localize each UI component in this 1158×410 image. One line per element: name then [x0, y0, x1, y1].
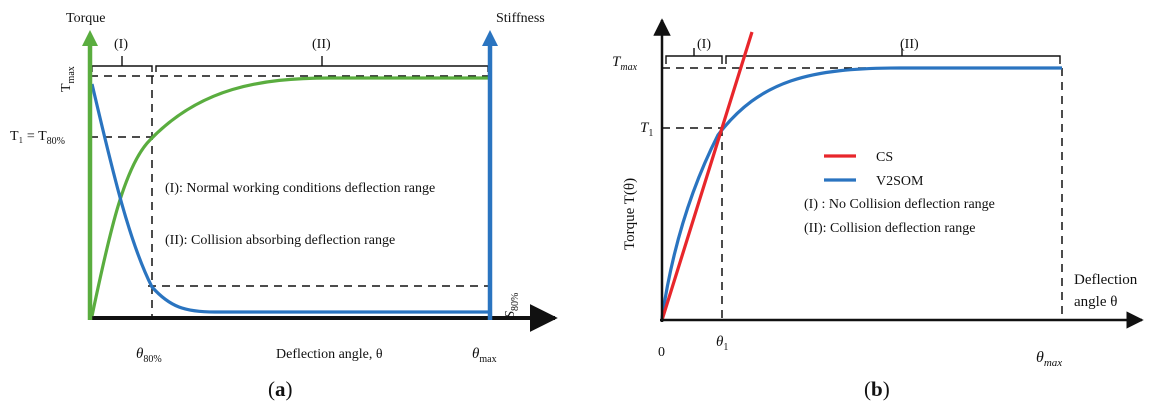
a-x-axis-label: Deflection angle, θ	[276, 347, 383, 362]
b-range-1-label: (I)	[697, 37, 711, 52]
a-t1-label: T₁ = T80%	[10, 129, 65, 147]
a-stiffness-curve	[90, 83, 490, 314]
a-thetamax-label: θmax	[472, 346, 497, 365]
a-torque-axis-arrow	[82, 30, 98, 46]
b-legend-v2som-label: V2SOM	[876, 174, 924, 189]
a-dashed-guides	[90, 75, 490, 318]
svg-text:Torque T(θ): Torque T(θ)	[622, 178, 638, 250]
a-legend-range-1: (I): Normal working conditions deflectio…	[165, 181, 435, 196]
b-t1-label: T1	[640, 120, 653, 139]
a-range-brackets	[91, 56, 489, 72]
b-y-axis-label: Torque T(θ)	[622, 178, 638, 250]
b-cs-line	[660, 31, 754, 321]
b-theta1-label: θ1	[716, 334, 728, 353]
svg-text:S80%: S80%	[503, 293, 521, 318]
a-theta80-label: θ80%	[136, 346, 162, 365]
b-range-brackets	[665, 48, 1061, 64]
svg-text:Tmax: Tmax	[59, 66, 77, 92]
a-s80-label: S80%	[503, 293, 521, 318]
b-legend: CS V2SOM	[824, 150, 924, 189]
a-y-right-label: Stiffness	[496, 11, 545, 26]
a-range-2-label: (II)	[312, 37, 331, 52]
panel-a: Torque Stiffness (I) (II) Tmax T₁ = T80%…	[10, 11, 558, 401]
b-note-2: (II): Collision deflection range	[804, 221, 975, 236]
b-note-1: (I) : No Collision deflection range	[804, 197, 995, 212]
b-origin-label: 0	[658, 345, 665, 360]
b-tmax-label: Tmax	[612, 54, 638, 73]
b-x-axis-label-line1: Deflection	[1074, 272, 1138, 288]
b-v2som-curve	[660, 66, 1062, 319]
a-tmax-label: Tmax	[59, 66, 77, 92]
b-legend-cs-label: CS	[876, 150, 893, 165]
a-y-left-label: Torque	[66, 11, 105, 26]
a-legend-range-2: (II): Collision absorbing deflection ran…	[165, 233, 395, 248]
panel-b: (I) (II) Tmax T1 Torque T(θ) CS V2SOM (I…	[612, 18, 1144, 401]
b-caption: (b)	[864, 377, 890, 401]
b-dashed-guides	[662, 67, 1063, 320]
a-range-1-label: (I)	[114, 37, 128, 52]
a-caption: (a)	[268, 377, 293, 401]
b-x-axis-label-line2: angle θ	[1074, 294, 1117, 310]
b-thetamax-label: θmax	[1036, 349, 1062, 369]
b-range-2-label: (II)	[900, 37, 919, 52]
a-stiffness-axis-arrow	[482, 30, 498, 46]
a-torque-curve	[90, 76, 490, 317]
